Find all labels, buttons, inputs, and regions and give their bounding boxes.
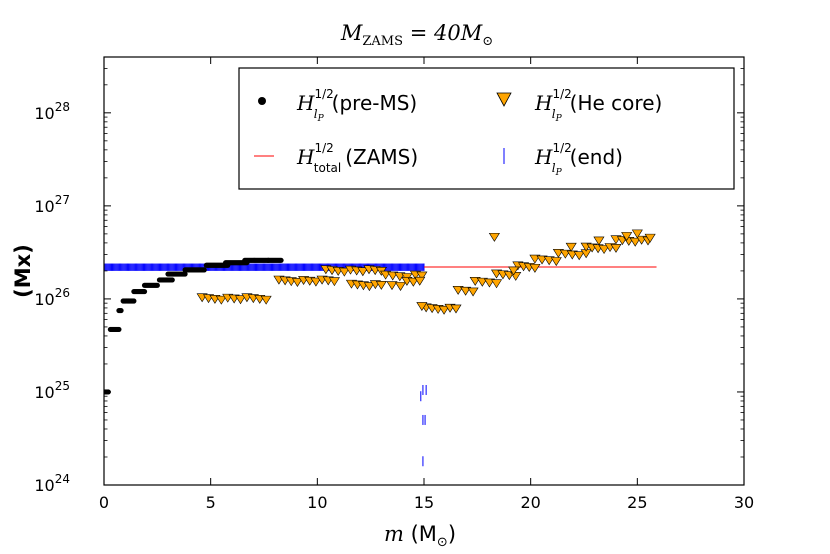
mark-he-core bbox=[490, 279, 503, 289]
mark-pre-ms bbox=[154, 282, 160, 288]
mark-he-core bbox=[621, 232, 633, 241]
mark-he-core bbox=[536, 255, 548, 265]
mark-he-core bbox=[593, 236, 605, 246]
mark-pre-ms bbox=[141, 288, 148, 295]
mark-he-core bbox=[386, 281, 398, 291]
mark-he-core bbox=[394, 282, 407, 291]
legend-box bbox=[238, 67, 735, 190]
x-tick-label: 0 bbox=[99, 493, 109, 512]
mark-he-core bbox=[338, 267, 350, 277]
x-tick-label: 5 bbox=[206, 493, 216, 512]
legend-label-end: H1/2 lP(end) bbox=[534, 141, 623, 178]
mark-he-core bbox=[416, 271, 428, 281]
mark-he-core bbox=[363, 282, 375, 292]
chart-title: MZAMS = 40M⊙ bbox=[340, 21, 493, 49]
title-sub: ZAMS bbox=[362, 34, 403, 49]
mark-he-core bbox=[529, 254, 541, 264]
legend-marker-pre-ms bbox=[258, 97, 266, 105]
title-rest: = 40M bbox=[403, 21, 483, 45]
x-label-open: (M bbox=[404, 522, 437, 546]
legend-marker-he-core bbox=[496, 92, 512, 107]
legend-label-he-core: H1/2 lP(He core) bbox=[534, 87, 662, 124]
mark-he-core bbox=[438, 305, 450, 315]
title-main: M bbox=[340, 21, 363, 45]
y-tick-label: 1027 bbox=[34, 193, 70, 216]
mark-he-core bbox=[407, 277, 419, 287]
mark-he-core bbox=[387, 271, 399, 281]
x-tick-label: 20 bbox=[520, 493, 540, 512]
mark-pre-ms bbox=[201, 267, 207, 273]
mark-he-core bbox=[215, 295, 227, 305]
mark-pre-ms bbox=[182, 271, 188, 277]
legend-label-zams: H1/2 total (ZAMS) bbox=[296, 141, 418, 175]
mark-he-core bbox=[508, 266, 520, 276]
mark-he-core bbox=[565, 242, 577, 252]
mark-he-core bbox=[476, 277, 488, 287]
mark-he-core bbox=[610, 243, 622, 253]
mark-pre-ms bbox=[278, 257, 284, 263]
mark-he-core bbox=[416, 302, 428, 312]
mark-he-core bbox=[291, 278, 303, 287]
mark-he-core bbox=[631, 229, 643, 239]
mark-he-core bbox=[375, 281, 387, 290]
mark-he-core bbox=[452, 286, 464, 295]
mark-he-core bbox=[234, 295, 247, 305]
mark-he-core bbox=[483, 278, 495, 288]
mark-he-core bbox=[550, 257, 562, 267]
x-tick-label: 30 bbox=[734, 493, 754, 512]
mark-he-core bbox=[357, 267, 369, 277]
mark-he-core bbox=[644, 233, 656, 243]
mark-pre-ms bbox=[169, 277, 175, 283]
mark-pre-ms bbox=[116, 326, 122, 333]
mark-he-core bbox=[450, 304, 462, 314]
legend: H1/2 lP(pre-MS) H1/2 lP(He core) H1/2 total… bbox=[238, 67, 735, 190]
mark-pre-ms bbox=[118, 307, 124, 314]
x-tick-label: 10 bbox=[307, 493, 327, 512]
x-tick-label: 25 bbox=[627, 493, 647, 512]
mark-he-core bbox=[380, 270, 392, 280]
mark-he-core bbox=[488, 232, 500, 242]
mark-he-core bbox=[543, 256, 555, 266]
y-tick-label: 1026 bbox=[34, 286, 70, 309]
x-tick-label: 15 bbox=[414, 493, 434, 512]
x-label-var: m bbox=[384, 522, 404, 546]
mark-he-core bbox=[469, 277, 481, 286]
data-layer bbox=[104, 229, 657, 467]
y-axis-label: (Mx) bbox=[11, 244, 35, 298]
mark-he-core bbox=[510, 272, 522, 281]
mark-he-core bbox=[467, 287, 479, 297]
mark-pre-ms bbox=[131, 298, 137, 304]
x-label-close: ) bbox=[448, 522, 456, 546]
y-tick-label: 1024 bbox=[34, 472, 70, 495]
mark-he-core bbox=[414, 276, 426, 286]
title-sun: ⊙ bbox=[482, 34, 493, 49]
x-axis-label: m (M⊙) bbox=[384, 522, 456, 550]
mark-he-core bbox=[394, 272, 406, 282]
mark-he-core bbox=[598, 245, 610, 255]
mark-he-core bbox=[310, 277, 322, 287]
mark-he-core bbox=[573, 251, 585, 261]
y-tick-label: 1025 bbox=[34, 379, 70, 402]
mark-he-core bbox=[460, 286, 472, 296]
tick-layer: 0 5 10 15 20 25 30 1024 1025 1026 1027 1028 bbox=[34, 57, 754, 512]
mark-he-core bbox=[529, 263, 541, 273]
mark-he-core bbox=[629, 237, 641, 247]
legend-label-pre-ms: H1/2 lP(pre-MS) bbox=[296, 87, 417, 124]
x-label-sun: ⊙ bbox=[437, 535, 448, 550]
mark-he-core bbox=[328, 277, 340, 287]
y-tick-label: 1028 bbox=[34, 100, 70, 123]
mark-he-core bbox=[260, 295, 272, 305]
